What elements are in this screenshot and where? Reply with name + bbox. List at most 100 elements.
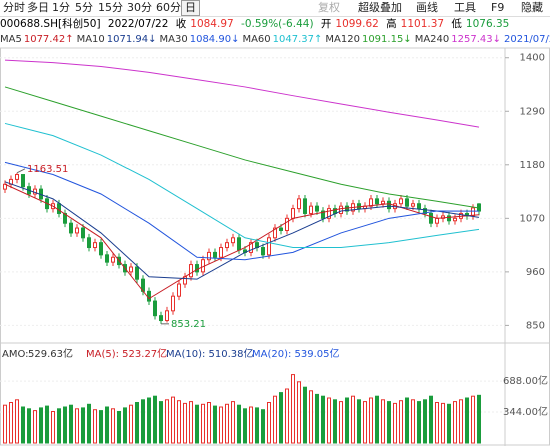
volume-bar [387, 401, 391, 444]
volume-bar [195, 404, 199, 444]
change: -0.59%(-6.44) [241, 18, 314, 30]
tab[interactable]: 60分 [156, 1, 181, 14]
tool[interactable]: 复权 [318, 1, 340, 14]
ma-line [4, 181, 480, 280]
y-tick-label: 688.00亿 [503, 374, 548, 387]
volume-bar [231, 401, 235, 444]
candle-body [291, 208, 295, 219]
candle-body [321, 210, 325, 219]
candle-body [81, 227, 85, 239]
candle-body [273, 227, 277, 239]
volume-bar [51, 411, 55, 444]
volume-bar [171, 396, 175, 444]
volume-bar [93, 409, 97, 444]
volume-bar [279, 392, 283, 444]
tab[interactable]: 多日 [27, 1, 49, 14]
volume-bar [363, 401, 367, 444]
date: 2022/07/22 [107, 18, 169, 30]
legend-name: MA120 [325, 34, 360, 45]
range-note: 2021/07/22(87日) [503, 34, 550, 45]
volume-bar [57, 408, 61, 444]
candle-body [237, 237, 241, 251]
candle-body [471, 207, 475, 217]
tab[interactable]: 30分 [127, 1, 152, 14]
volume-bar [87, 403, 91, 444]
tool[interactable]: 超级叠加 [358, 1, 402, 14]
high: 1101.37 [400, 18, 445, 30]
candle-body [399, 198, 403, 205]
volume-bar [339, 401, 343, 444]
symbol: 000688.SH[科创50] [0, 18, 101, 30]
tool[interactable]: 画线 [416, 1, 438, 14]
candle-body [339, 205, 343, 214]
candle-body [231, 237, 235, 244]
volume-bar [39, 407, 43, 444]
volume-bar [69, 404, 73, 444]
close-label: 收 [175, 18, 187, 30]
volume-bar [237, 404, 241, 444]
volume-bar [465, 397, 469, 444]
tab[interactable]: 1分 [52, 1, 70, 14]
candle-body [249, 242, 253, 253]
candle-body [165, 310, 169, 322]
tab[interactable]: 日 [181, 0, 200, 16]
ma-legend: MA5 1077.42↑ MA10 1071.94↓ MA30 1084.90↓ MA60 1… [0, 32, 550, 48]
tool[interactable]: F9 [491, 1, 505, 14]
volume-ma-label: MA(10): 510.38亿 [166, 347, 254, 360]
annotation: 1163.51 [27, 164, 68, 175]
candle-body [435, 217, 439, 224]
volume-bar [327, 397, 331, 444]
legend-value: 1047.37↑ [272, 34, 323, 45]
volume-bar [159, 401, 163, 444]
legend-name: MA5 [0, 34, 22, 45]
volume-bar [285, 388, 289, 444]
ma-line [4, 161, 480, 261]
volume-bar [441, 402, 445, 444]
annotation-leader [16, 168, 26, 174]
candle-body [21, 174, 25, 188]
volume-bar [309, 390, 313, 444]
candle-body [129, 266, 133, 273]
volume-bar [207, 402, 211, 444]
candle-body [15, 174, 19, 180]
volume-bar [3, 404, 7, 444]
tool[interactable]: 隐藏 [521, 1, 543, 14]
volume-bar [27, 408, 31, 444]
tab[interactable]: 5分 [75, 1, 93, 14]
volume-bar [213, 405, 217, 444]
volume-bar [459, 399, 463, 444]
volume-bar [105, 406, 109, 444]
tab[interactable]: 分时 [3, 1, 25, 14]
volume-bar [417, 401, 421, 444]
tab[interactable]: 15分 [98, 1, 123, 14]
candle-body [285, 217, 289, 231]
volume-bar [189, 401, 193, 444]
tool[interactable]: 工具 [454, 1, 476, 14]
volume-bar [297, 381, 301, 444]
volume-bar [15, 399, 19, 444]
volume-bar [201, 403, 205, 444]
volume-bar [225, 403, 229, 444]
candle-body [87, 237, 91, 249]
legend-value: 1071.94↓ [106, 34, 157, 45]
annotation: 853.21 [171, 319, 206, 330]
legend-name: MA30 [159, 34, 188, 45]
candle-body [279, 227, 283, 231]
volume-bar [357, 399, 361, 444]
candle-body [423, 208, 427, 214]
ma-line [4, 59, 480, 128]
volume-bar [393, 402, 397, 444]
volume-bar [369, 397, 373, 444]
volume-bar [177, 400, 181, 444]
candle-body [327, 208, 331, 219]
candle-body [171, 295, 175, 312]
quote-line: 000688.SH[科创50] 2022/07/22 收 1084.97 -0.5… [0, 16, 550, 32]
candle-body [387, 200, 391, 210]
high-label: 高 [386, 18, 397, 30]
volume-bar [165, 399, 169, 444]
candle-body [159, 315, 163, 322]
candle-body [75, 227, 79, 234]
volume-bar [99, 410, 103, 444]
candle-body [225, 242, 229, 249]
